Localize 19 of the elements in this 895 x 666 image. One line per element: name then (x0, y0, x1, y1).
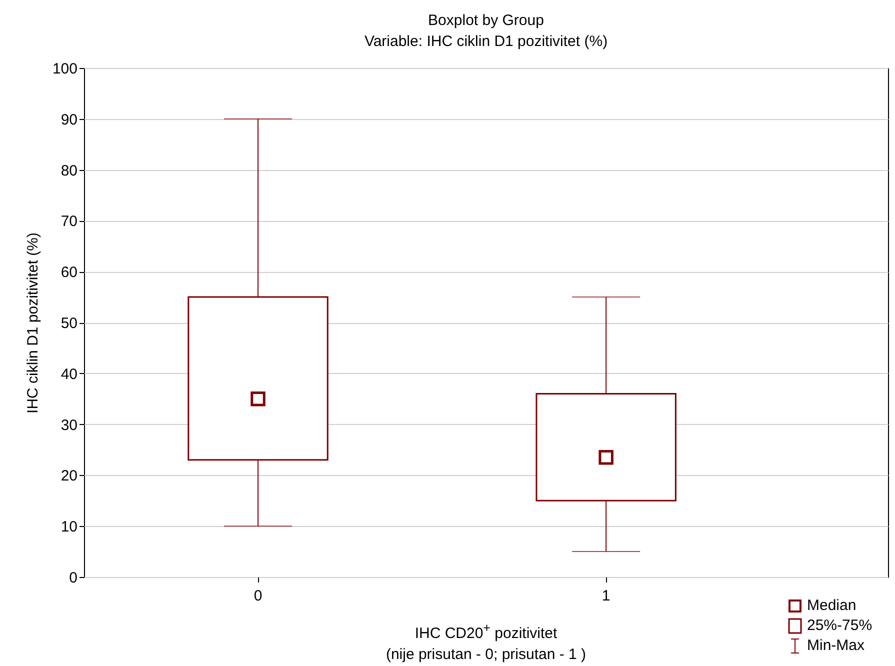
y-tick-label: 50 (60, 315, 78, 332)
y-axis-title: IHC ciklin D1 pozitivitet (%) (24, 232, 42, 414)
text: Median (807, 596, 856, 616)
x-tick-label: 1 (602, 588, 610, 604)
text: 25%-75% (807, 616, 872, 636)
y-tick-label: 0 (69, 570, 78, 586)
y-tick-label: 90 (60, 111, 78, 128)
text: Min-Max (807, 636, 865, 656)
y-tick-label: 70 (60, 213, 78, 230)
y-tick-label: 80 (60, 162, 78, 180)
chart-title: Boxplot by Group (428, 12, 544, 29)
chart-subtitle: Variable: IHC ciklin D1 pozitivitet (%) (364, 33, 608, 50)
y-tick-label: 10 (60, 518, 78, 536)
y-tick-label: 100 (52, 60, 78, 78)
y-tick-label: 40 (60, 366, 78, 383)
y-tick-label: 30 (60, 416, 78, 434)
y-tick-label: 60 (60, 264, 78, 282)
y-tick-label: 20 (60, 468, 78, 485)
x-axis-title: IHC CD20$^{+}$ pozitivitet (nije prisutan - 0; prisutan - 1 ) (386, 621, 586, 663)
